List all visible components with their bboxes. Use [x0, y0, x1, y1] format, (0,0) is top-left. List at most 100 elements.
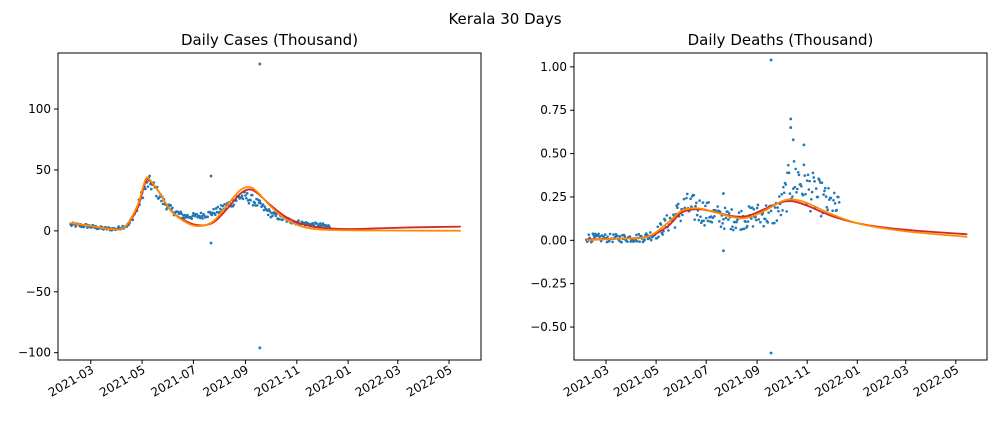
outlier-point — [791, 138, 795, 142]
daily-point — [791, 195, 794, 198]
daily-point — [823, 186, 827, 190]
plot-area — [585, 58, 968, 355]
y-tick-label: −50 — [26, 285, 51, 299]
x-tick-label: 2021-03 — [46, 362, 96, 399]
daily-point — [165, 208, 168, 211]
daily-point — [635, 233, 638, 237]
daily-point — [679, 219, 683, 223]
daily-point — [754, 215, 757, 219]
daily-point — [795, 191, 798, 194]
daily-point — [657, 235, 660, 239]
daily-point — [793, 185, 797, 189]
daily-point — [782, 185, 785, 189]
daily-point — [704, 204, 707, 208]
daily-point — [701, 201, 705, 204]
x-tick-label: 2022-01 — [812, 362, 862, 399]
y-tick-label: 0.00 — [540, 233, 567, 247]
daily-point — [750, 206, 754, 209]
figure-suptitle: Kerala 30 Days — [448, 10, 561, 28]
daily-point — [750, 217, 753, 220]
daily-point — [146, 185, 150, 188]
outlier-point — [722, 249, 725, 253]
x-tick-label: 2022-05 — [404, 362, 454, 399]
y-tick-label: 0.75 — [540, 103, 567, 117]
daily-point — [756, 203, 760, 207]
daily-point — [767, 211, 770, 214]
daily-point — [722, 227, 726, 230]
outlier-point — [258, 62, 262, 66]
daily-point — [665, 214, 669, 217]
daily-point — [297, 219, 300, 222]
plot-area — [69, 62, 461, 350]
x-tick-label: 2021-11 — [762, 362, 812, 399]
daily-point — [661, 233, 664, 236]
daily-point — [593, 235, 596, 239]
daily-point — [179, 210, 183, 214]
daily-point — [587, 233, 591, 236]
daily-point — [171, 206, 174, 210]
daily-point — [686, 192, 689, 196]
daily-point — [805, 179, 809, 182]
axes-frame — [573, 52, 988, 361]
y-tick-label: −0.50 — [530, 320, 567, 334]
daily-point — [787, 171, 791, 175]
daily-point — [727, 212, 731, 215]
daily-point — [74, 225, 77, 228]
daily-point — [199, 211, 203, 215]
daily-point — [141, 196, 145, 200]
daily-point — [251, 203, 255, 207]
daily-point — [808, 179, 811, 183]
daily-point — [801, 193, 805, 197]
x-tick-label: 2022-03 — [861, 362, 911, 399]
daily-point — [223, 202, 226, 206]
daily-point — [736, 218, 739, 222]
daily-point — [792, 160, 796, 163]
daily-point — [735, 220, 738, 224]
daily-point — [616, 234, 619, 238]
daily-point — [731, 228, 735, 232]
daily-point — [762, 224, 765, 228]
daily-point — [737, 211, 741, 214]
daily-point — [635, 239, 639, 243]
daily-point — [825, 205, 829, 209]
daily-point — [210, 213, 214, 217]
daily-point — [757, 218, 761, 221]
daily-point — [244, 194, 247, 197]
daily-point — [667, 229, 670, 232]
daily-point — [755, 206, 759, 210]
daily-point — [794, 167, 797, 171]
daily-point — [698, 199, 701, 202]
daily-point — [208, 210, 212, 214]
daily-point — [618, 235, 622, 238]
daily-point — [796, 187, 799, 191]
daily-point — [837, 201, 841, 204]
daily-point — [803, 174, 807, 177]
daily-point — [206, 215, 209, 219]
outlier-point — [802, 143, 806, 147]
daily-point — [261, 203, 265, 206]
daily-point — [710, 220, 714, 224]
daily-point — [721, 222, 724, 225]
outlier-point — [209, 174, 213, 178]
daily-point — [256, 204, 259, 207]
daily-point — [704, 216, 708, 220]
daily-point — [675, 204, 678, 207]
daily-point — [648, 237, 651, 240]
daily-point — [754, 218, 758, 222]
daily-point — [180, 212, 183, 216]
daily-point — [827, 186, 830, 190]
daily-point — [804, 192, 807, 196]
daily-point — [751, 225, 755, 228]
outlier-point — [789, 117, 793, 121]
daily-point — [726, 210, 729, 213]
daily-point — [150, 187, 153, 191]
daily-point — [216, 205, 220, 209]
daily-point — [643, 238, 646, 242]
daily-point — [831, 209, 834, 213]
daily-point — [699, 215, 702, 219]
outlier-point — [209, 241, 213, 245]
daily-point — [752, 208, 756, 211]
daily-point — [155, 194, 158, 198]
daily-point — [620, 240, 623, 244]
